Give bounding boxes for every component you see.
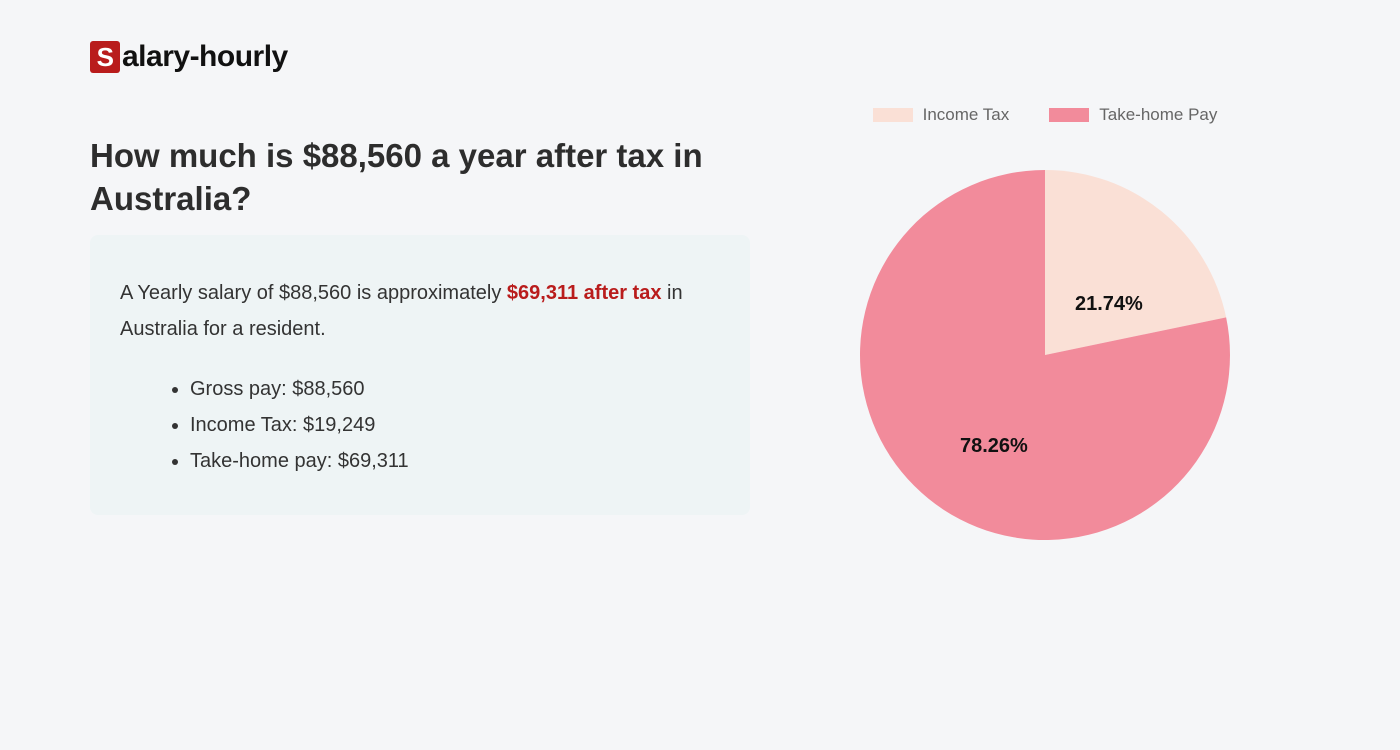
legend-item-income-tax: Income Tax <box>873 105 1010 125</box>
pie-chart: Income Tax Take-home Pay 21.74% 78.26% <box>830 105 1260 565</box>
page-title: How much is $88,560 a year after tax in … <box>90 135 730 221</box>
slice-label-take-home: 78.26% <box>960 435 1028 458</box>
chart-legend: Income Tax Take-home Pay <box>830 105 1260 125</box>
summary-text: A Yearly salary of $88,560 is approximat… <box>120 275 720 347</box>
list-item: Gross pay: $88,560 <box>190 371 720 407</box>
slice-label-income-tax: 21.74% <box>1075 293 1143 316</box>
site-logo: Salary-hourly <box>90 40 288 74</box>
pie-wrap: 21.74% 78.26% <box>860 145 1230 565</box>
list-item: Take-home pay: $69,311 <box>190 443 720 479</box>
legend-item-take-home: Take-home Pay <box>1049 105 1217 125</box>
breakdown-list: Gross pay: $88,560 Income Tax: $19,249 T… <box>120 371 720 479</box>
legend-swatch <box>873 108 913 122</box>
list-item: Income Tax: $19,249 <box>190 407 720 443</box>
legend-swatch <box>1049 108 1089 122</box>
summary-box: A Yearly salary of $88,560 is approximat… <box>90 235 750 515</box>
pie-svg <box>860 145 1230 565</box>
legend-label: Income Tax <box>923 105 1010 125</box>
summary-highlight: $69,311 after tax <box>507 282 662 304</box>
logo-s-box: S <box>90 41 120 73</box>
logo-rest: alary-hourly <box>122 40 288 74</box>
legend-label: Take-home Pay <box>1099 105 1217 125</box>
summary-pre: A Yearly salary of $88,560 is approximat… <box>120 282 507 304</box>
